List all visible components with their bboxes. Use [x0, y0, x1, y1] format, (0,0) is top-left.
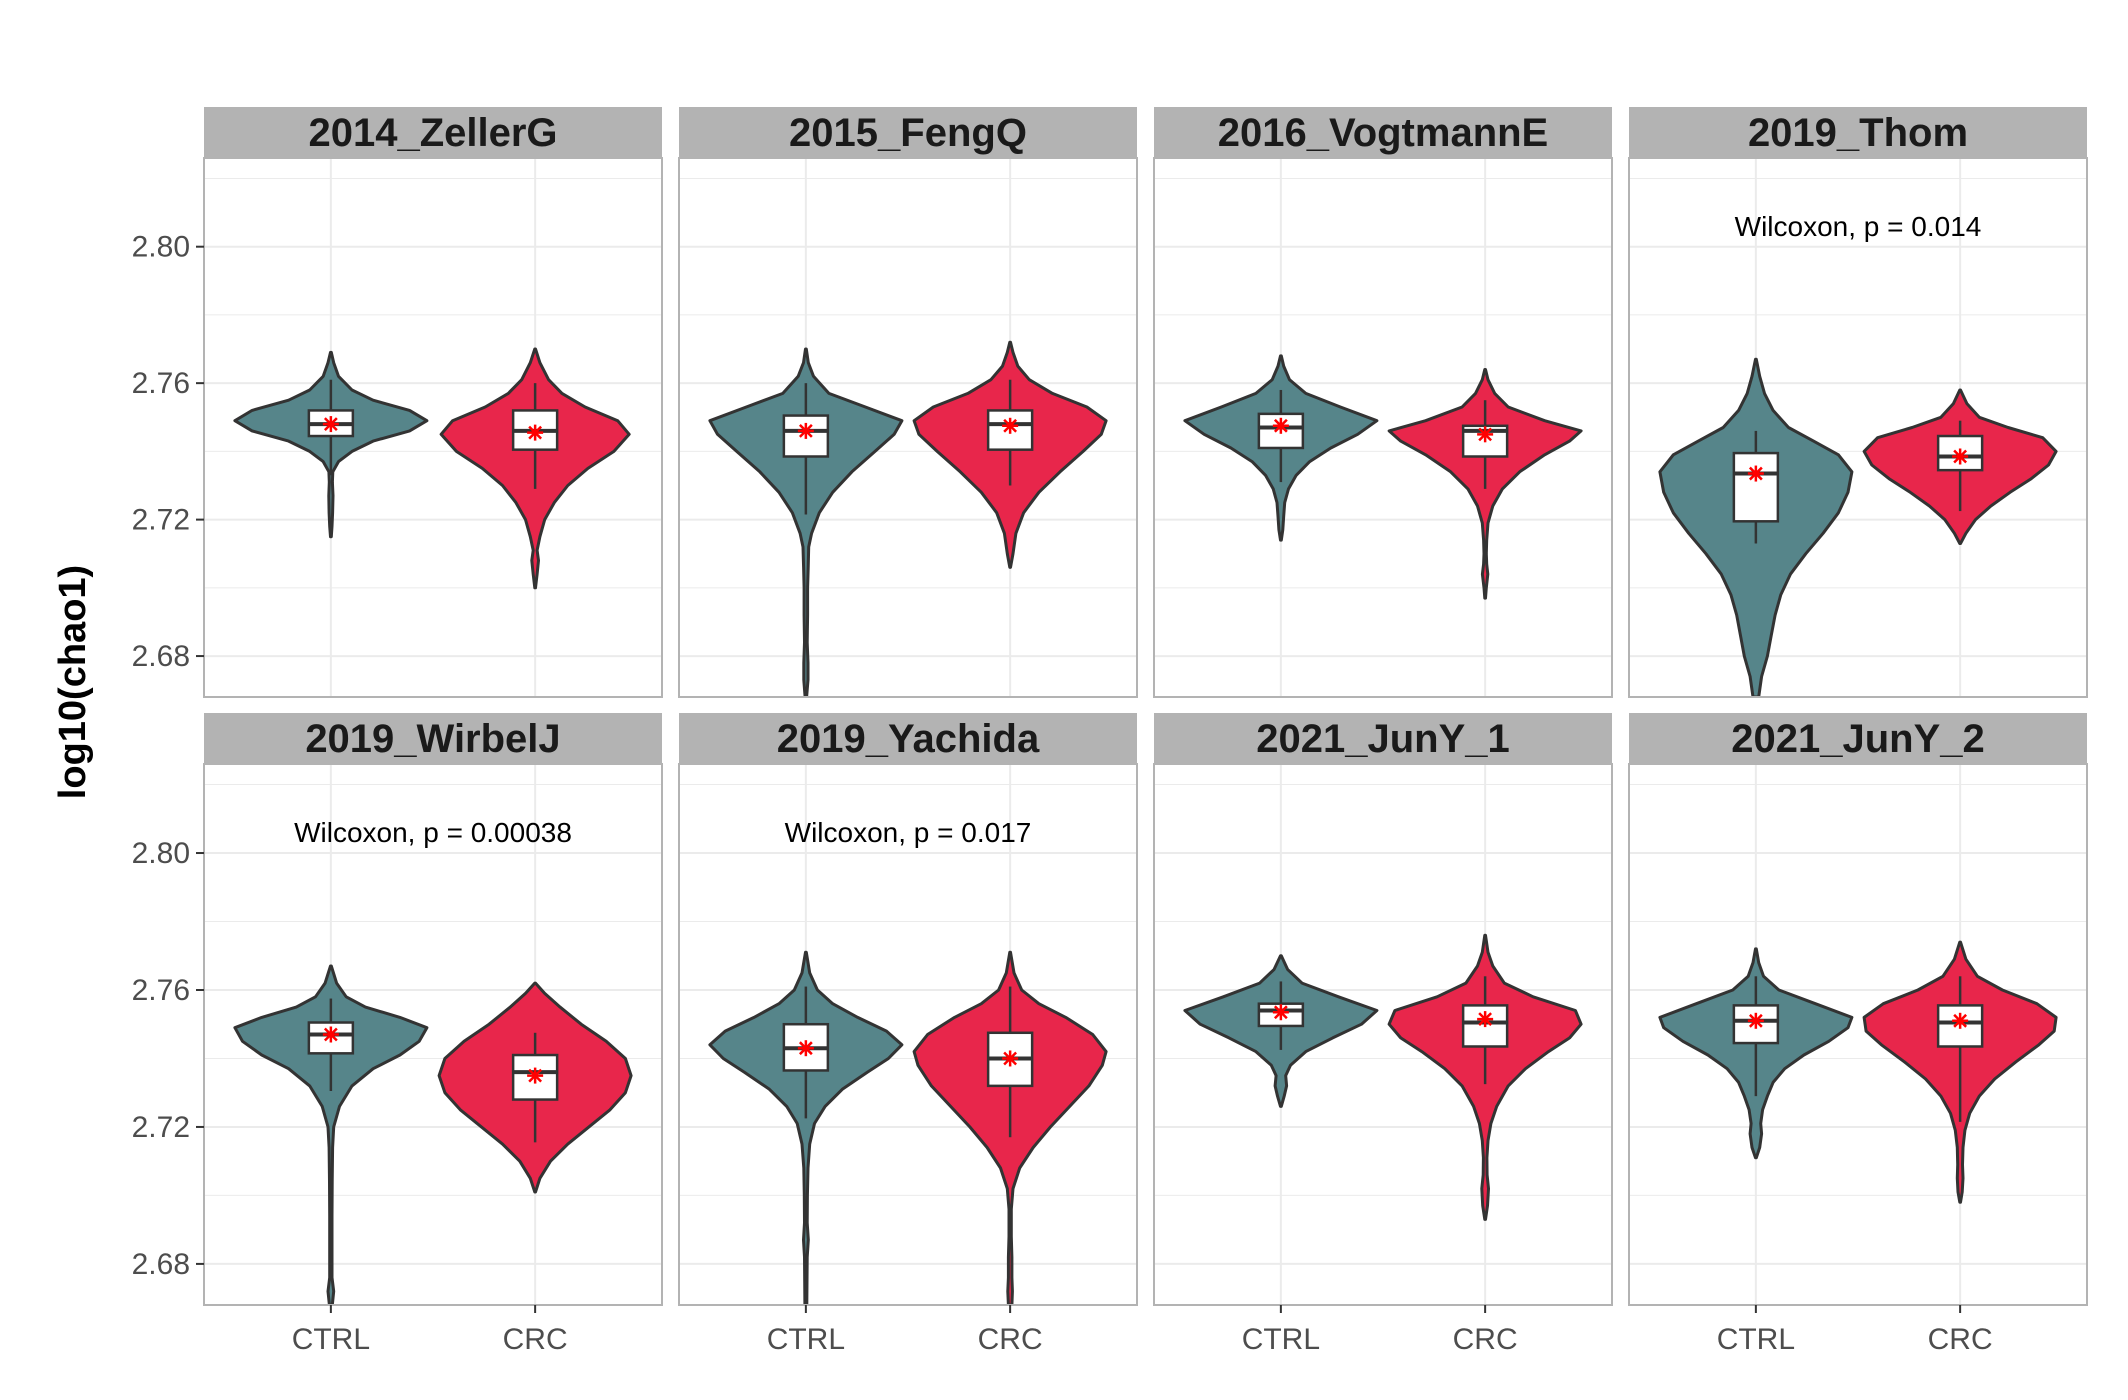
mean-marker-stroke	[1273, 418, 1288, 433]
mean-marker	[797, 1040, 814, 1057]
wilcoxon-annotation: Wilcoxon, p = 0.014	[1735, 211, 1982, 242]
facet-title: 2019_Thom	[1748, 111, 1968, 155]
x-tick-label: CTRL	[292, 1323, 370, 1356]
facet-panel: 2019_Yachida Wilcoxon, p = 0.017 CTRL CRC	[678, 713, 1138, 1356]
mean-marker	[1952, 448, 1969, 465]
mean-marker	[1747, 465, 1764, 482]
facet-title: 2019_WirbelJ	[305, 717, 560, 761]
mean-marker	[1477, 426, 1494, 443]
panel-border	[1628, 157, 2088, 698]
mean-marker	[1477, 1011, 1494, 1028]
panel-data	[1658, 357, 2058, 697]
wilcoxon-annotation: Wilcoxon, p = 0.00038	[294, 817, 572, 848]
mean-marker	[1272, 417, 1289, 434]
mean-marker-stroke	[528, 425, 543, 440]
facet-strip	[204, 107, 662, 158]
panel-data	[233, 964, 633, 1305]
mean-marker-stroke	[528, 1068, 543, 1083]
panel-data	[1658, 940, 2058, 1204]
mean-marker-stroke	[798, 1041, 813, 1056]
mean-marker-stroke	[798, 424, 813, 438]
mean-marker	[1747, 1012, 1764, 1029]
panel-border	[678, 157, 1138, 698]
panel-data	[233, 347, 631, 590]
panel-border	[678, 763, 1138, 1306]
facet-title: 2021_JunY_1	[1256, 717, 1510, 761]
facet-strip	[1154, 713, 1612, 764]
panel-border	[1153, 157, 1613, 698]
violin-ctrl	[708, 950, 904, 1305]
mean-marker-stroke	[1003, 1051, 1018, 1066]
facet-grid: 2014_ZellerG 2.68 2.72 2.76 2.80 2015_FengQ 20…	[132, 107, 2088, 1356]
x-tick-label: CRC	[1453, 1323, 1518, 1356]
mean-marker	[1002, 417, 1019, 434]
facet-title: 2016_VogtmannE	[1218, 111, 1549, 155]
wilcoxon-annotation: Wilcoxon, p = 0.017	[785, 817, 1032, 848]
facet-strip	[1629, 107, 2087, 158]
mean-marker-stroke	[1478, 427, 1493, 442]
violin-ctrl	[233, 964, 429, 1305]
panel-data	[708, 340, 1108, 697]
panel-border	[203, 763, 663, 1306]
facet-strip	[204, 713, 662, 764]
y-tick-label: 2.72	[132, 1111, 190, 1144]
mean-marker	[322, 1026, 339, 1043]
mean-marker	[1272, 1004, 1289, 1021]
facet-strip	[1629, 713, 2087, 764]
facet-title: 2015_FengQ	[789, 111, 1027, 155]
y-tick-label: 2.76	[132, 367, 190, 400]
mean-marker	[1952, 1012, 1969, 1029]
y-tick-label: 2.68	[132, 640, 190, 673]
panel-border	[1153, 763, 1613, 1306]
mean-marker-stroke	[1748, 1013, 1763, 1028]
mean-marker-stroke	[1748, 466, 1763, 481]
facet-strip	[679, 713, 1137, 764]
y-tick-label: 2.68	[132, 1248, 190, 1281]
x-tick-label: CRC	[1928, 1323, 1993, 1356]
facet-panel: 2019_WirbelJ Wilcoxon, p = 0.00038 2.68 2.7…	[132, 713, 663, 1356]
y-tick-label: 2.80	[132, 837, 190, 870]
x-tick-label: CRC	[978, 1323, 1043, 1356]
mean-marker-stroke	[1273, 1005, 1288, 1020]
facet-strip	[1154, 107, 1612, 158]
y-axis-title: log10(chao1)	[52, 565, 94, 799]
mean-marker	[797, 422, 814, 439]
box-ctrl	[307, 1021, 355, 1055]
x-tick-label: CRC	[503, 1323, 568, 1356]
panel-data	[1183, 354, 1583, 600]
facet-strip	[679, 107, 1137, 158]
mean-marker-stroke	[1003, 418, 1018, 433]
mean-marker-stroke	[1478, 1012, 1493, 1026]
facet-title: 2021_JunY_2	[1731, 717, 1985, 761]
mean-marker	[527, 1067, 544, 1084]
facet-panel: 2016_VogtmannE	[1153, 107, 1613, 698]
x-tick-label: CTRL	[767, 1323, 845, 1356]
y-tick-label: 2.72	[132, 504, 190, 537]
facet-panel: 2015_FengQ	[678, 107, 1138, 698]
mean-marker	[322, 416, 339, 433]
mean-marker-stroke	[1953, 449, 1968, 464]
panel-border	[1628, 763, 2088, 1306]
violin-ctrl	[708, 347, 904, 697]
facet-panel: 2021_JunY_1 CTRL CRC	[1153, 713, 1613, 1356]
panel-data	[1183, 933, 1583, 1221]
facet-title: 2019_Yachida	[777, 717, 1040, 761]
x-tick-label: CTRL	[1717, 1323, 1795, 1356]
panel-border	[203, 157, 663, 698]
mean-marker-stroke	[1953, 1013, 1968, 1028]
mean-marker	[527, 424, 544, 441]
box-ctrl	[1732, 451, 1780, 523]
panel-data	[708, 950, 1108, 1305]
y-tick-label: 2.80	[132, 231, 190, 264]
y-tick-label: 2.76	[132, 974, 190, 1007]
x-tick-label: CTRL	[1242, 1323, 1320, 1356]
mean-marker-stroke	[323, 417, 338, 431]
facet-title: 2014_ZellerG	[308, 111, 557, 155]
facet-panel: 2021_JunY_2 CTRL CRC	[1628, 713, 2088, 1356]
mean-marker	[1002, 1050, 1019, 1067]
facet-panel: 2014_ZellerG 2.68 2.72 2.76 2.80	[132, 107, 663, 698]
facet-panel: 2019_Thom Wilcoxon, p = 0.014	[1628, 107, 2088, 698]
mean-marker-stroke	[323, 1027, 338, 1042]
